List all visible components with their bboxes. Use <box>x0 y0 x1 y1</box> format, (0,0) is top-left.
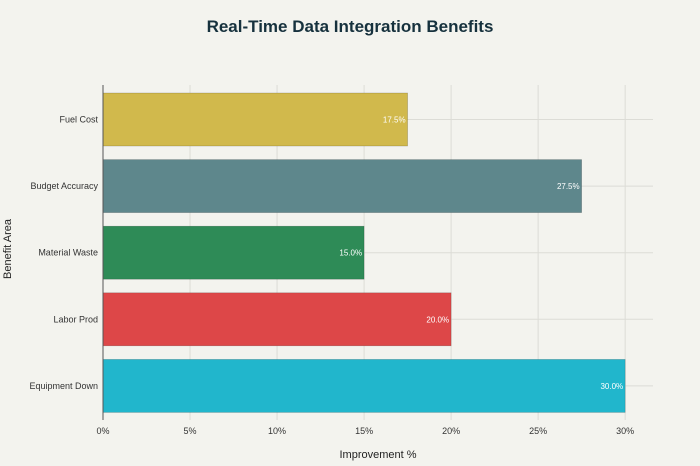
y-tick-label: Budget Accuracy <box>30 181 98 191</box>
x-tick-label: 0% <box>96 426 109 436</box>
data-label: 17.5% <box>383 116 406 125</box>
x-tick-label: 5% <box>184 426 197 436</box>
x-axis-title: Improvement % <box>339 449 416 461</box>
bar <box>102 159 582 213</box>
y-tick-label: Fuel Cost <box>59 115 98 125</box>
y-tick-label: Equipment Down <box>29 381 98 391</box>
data-label: 30.0% <box>600 382 623 391</box>
data-label: 27.5% <box>557 182 580 191</box>
y-tick-label: Labor Prod <box>53 314 98 324</box>
x-tick-label: 25% <box>529 426 547 436</box>
bar <box>102 225 365 280</box>
bar <box>102 92 408 147</box>
labels: 0% 5% 10% 15% 20% 25% 30% 17.5% Fuel Cost 27.5% Bu… <box>29 115 634 437</box>
data-label: 15.0% <box>339 249 362 258</box>
data-label: 20.0% <box>426 315 449 324</box>
bar <box>102 359 626 413</box>
y-tick-label: Material Waste <box>38 248 98 258</box>
x-tick-label: 10% <box>268 426 286 436</box>
x-tick-label: 20% <box>442 426 460 436</box>
x-tick-label: 15% <box>355 426 373 436</box>
y-axis-title: Benefit Area <box>2 218 14 279</box>
x-tick-label: 30% <box>616 426 634 436</box>
bars <box>102 92 626 413</box>
chart-title: Real-Time Data Integration Benefits <box>206 17 494 36</box>
bar <box>102 292 452 347</box>
